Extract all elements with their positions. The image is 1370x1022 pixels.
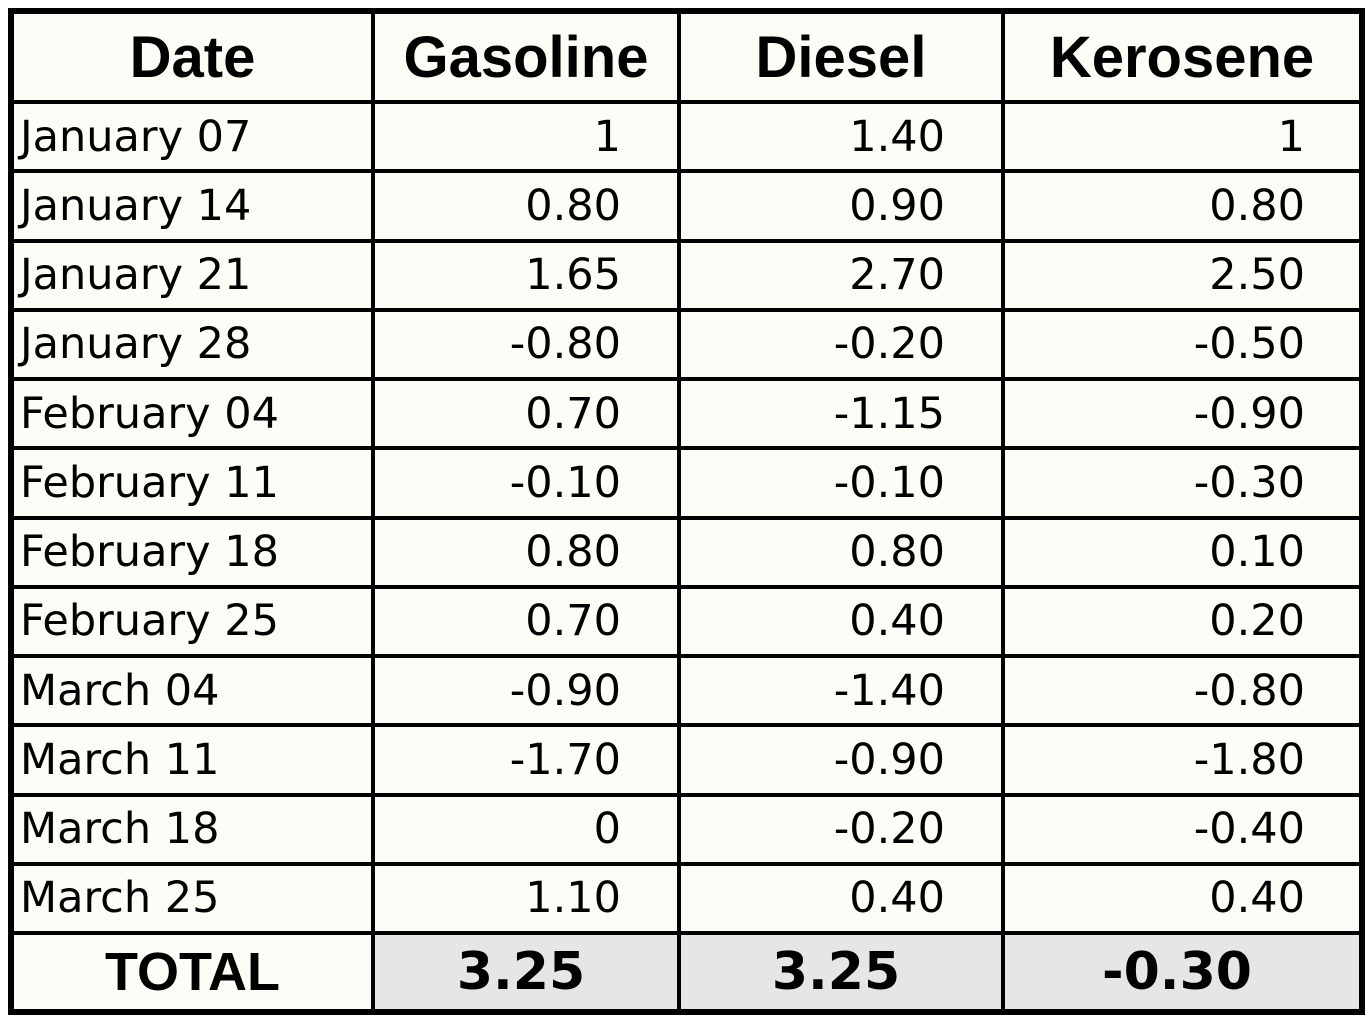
kerosene-cell: 0.10 [1001,515,1364,589]
kerosene-cell: -0.90 [1001,376,1364,451]
gasoline-cell: 1 [371,99,681,174]
gasoline-cell: -0.90 [371,653,681,728]
date-cell: March 04 [9,653,375,728]
diesel-cell: 2.70 [677,238,1005,312]
header-row: Date Gasoline Diesel Kerosene [9,9,1364,104]
total-row: TOTAL 3.25 3.25 -0.30 [9,931,1364,1014]
date-cell: January 07 [9,99,375,174]
table-row: March 11 -1.70 -0.90 -1.80 [9,723,1364,797]
total-label: TOTAL [9,931,375,1014]
column-header-gasoline: Gasoline [371,9,681,104]
table-row: January 21 1.65 2.70 2.50 [9,238,1364,312]
gasoline-cell: 1.65 [371,238,681,312]
date-cell: January 21 [9,238,375,312]
diesel-cell: -1.15 [677,376,1005,451]
total-kerosene: -0.30 [1001,931,1364,1014]
price-change-table: Date Gasoline Diesel Kerosene January 07… [8,8,1365,1015]
table-row: January 28 -0.80 -0.20 -0.50 [9,307,1364,382]
total-gasoline: 3.25 [371,931,681,1014]
gasoline-cell: 1.10 [371,861,681,936]
kerosene-cell: -1.80 [1001,723,1364,797]
date-cell: February 04 [9,376,375,451]
kerosene-cell: -0.50 [1001,307,1364,382]
diesel-cell: -0.90 [677,723,1005,797]
gasoline-cell: 0.80 [371,515,681,589]
column-header-diesel: Diesel [677,9,1005,104]
date-cell: March 11 [9,723,375,797]
diesel-cell: -0.20 [677,792,1005,866]
table-row: January 14 0.80 0.90 0.80 [9,169,1364,243]
kerosene-cell: 1 [1001,99,1364,174]
gasoline-cell: -1.70 [371,723,681,797]
table-row: February 11 -0.10 -0.10 -0.30 [9,446,1364,520]
diesel-cell: 0.40 [677,584,1005,659]
kerosene-cell: 0.20 [1001,584,1364,659]
diesel-cell: 0.90 [677,169,1005,243]
date-cell: January 14 [9,169,375,243]
kerosene-cell: 0.80 [1001,169,1364,243]
diesel-cell: 0.80 [677,515,1005,589]
date-cell: February 11 [9,446,375,520]
date-cell: March 25 [9,861,375,936]
table-row: March 18 0 -0.20 -0.40 [9,792,1364,866]
date-cell: January 28 [9,307,375,382]
gasoline-cell: 0.70 [371,376,681,451]
total-diesel: 3.25 [677,931,1005,1014]
gasoline-cell: -0.10 [371,446,681,520]
date-cell: March 18 [9,792,375,866]
diesel-cell: 0.40 [677,861,1005,936]
gasoline-cell: 0 [371,792,681,866]
gasoline-cell: -0.80 [371,307,681,382]
table-row: March 04 -0.90 -1.40 -0.80 [9,653,1364,728]
table-row: January 07 1 1.40 1 [9,99,1364,174]
table-body: January 07 1 1.40 1 January 14 0.80 0.90 0.80 Ja… [9,99,1364,936]
table-row: February 18 0.80 0.80 0.10 [9,515,1364,589]
gasoline-cell: 0.80 [371,169,681,243]
diesel-cell: -1.40 [677,653,1005,728]
price-change-table-frame: Date Gasoline Diesel Kerosene January 07… [8,8,1365,1015]
gasoline-cell: 0.70 [371,584,681,659]
table-row: February 04 0.70 -1.15 -0.90 [9,376,1364,451]
table-row: February 25 0.70 0.40 0.20 [9,584,1364,659]
column-header-kerosene: Kerosene [1001,9,1364,104]
kerosene-cell: -0.40 [1001,792,1364,866]
diesel-cell: 1.40 [677,99,1005,174]
table-row: March 25 1.10 0.40 0.40 [9,861,1364,936]
diesel-cell: -0.20 [677,307,1005,382]
column-header-date: Date [9,9,375,104]
kerosene-cell: -0.80 [1001,653,1364,728]
date-cell: February 18 [9,515,375,589]
diesel-cell: -0.10 [677,446,1005,520]
date-cell: February 25 [9,584,375,659]
kerosene-cell: -0.30 [1001,446,1364,520]
kerosene-cell: 2.50 [1001,238,1364,312]
kerosene-cell: 0.40 [1001,861,1364,936]
